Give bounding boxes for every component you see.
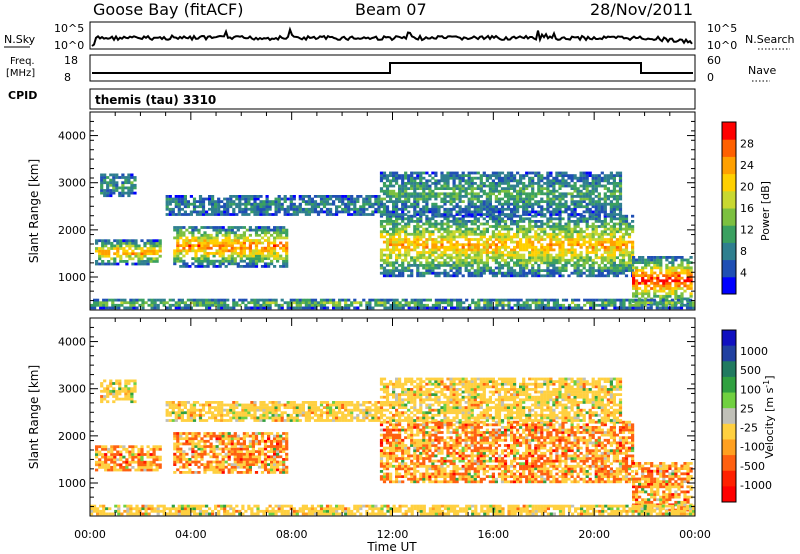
velocity-panel: 1000 2000 3000 4000 Slant Range [km] 1000 50…: [27, 317, 776, 517]
x-tick-label: 08:00: [276, 528, 308, 541]
freq-label-line2: [MHz]: [6, 68, 35, 79]
x-axis-label: Time UT: [366, 540, 417, 554]
y-tick-label: 4000: [58, 130, 86, 143]
y-tick-label: 2000: [58, 224, 86, 237]
colorbar-tick-label: -25: [740, 422, 758, 435]
x-tick-label: 12:00: [377, 528, 409, 541]
colorbar-tick-label: 500: [740, 364, 761, 377]
colorbar-tick-label: 12: [740, 224, 754, 237]
noise-left-tick-top: 10^5: [54, 22, 84, 35]
velocity-colorbar-label: Velocity [m s-1]: [762, 375, 776, 458]
freq-right-tick-top: 60: [707, 54, 721, 67]
noise-left-tick-bottom: 10^0: [54, 39, 84, 52]
colorbar-swatch: [722, 139, 736, 157]
colorbar-swatch: [722, 376, 736, 394]
colorbar-swatch: [722, 122, 736, 140]
colorbar-tick-label: -1000: [740, 479, 772, 492]
colorbar-swatch: [722, 361, 736, 378]
date-title: 28/Nov/2011: [590, 0, 693, 19]
colorbar-swatch: [722, 242, 736, 261]
colorbar-swatch: [722, 486, 736, 503]
power-heatmap: [90, 171, 696, 310]
colorbar-swatch: [722, 392, 736, 409]
colorbar-swatch: [722, 259, 736, 278]
station-title: Goose Bay (fitACF): [93, 0, 243, 19]
power-colorbar-label: Power [dB]: [759, 181, 772, 241]
colorbar-tick-label: 20: [740, 181, 754, 194]
colorbar-tick-label: 28: [740, 138, 754, 151]
colorbar-swatch: [722, 455, 736, 472]
y-tick-label: 4000: [58, 336, 86, 349]
colorbar-swatch: [722, 225, 736, 243]
colorbar-tick-label: -500: [740, 460, 765, 473]
colorbar-tick-label: 4: [740, 267, 747, 280]
colorbar-swatch: [722, 173, 736, 192]
x-tick-labels: 00:00 04:00 08:00 12:00 16:00 20:00 00:00: [74, 528, 711, 541]
freq-trace: [92, 62, 693, 74]
velocity-heatmap: [90, 377, 696, 516]
y-tick-label: 1000: [58, 271, 86, 284]
cpid-value: themis (tau) 3310: [95, 93, 216, 107]
colorbar-swatch: [722, 156, 736, 175]
colorbar-swatch: [722, 439, 736, 456]
colorbar-swatch: [722, 276, 736, 295]
colorbar-swatch: [722, 423, 736, 440]
colorbar-swatch: [722, 345, 736, 362]
colorbar-tick-label: 8: [740, 245, 747, 258]
colorbar-swatch: [722, 408, 736, 425]
colorbar-swatch: [722, 330, 736, 347]
velocity-colorbar: 1000 500 100 25 -25 -100 -500 -1000: [721, 329, 772, 503]
y-tick-label: 3000: [58, 177, 86, 190]
colorbar-swatch: [722, 208, 736, 226]
colorbar-swatch: [722, 470, 736, 487]
freq-right-tick-bottom: 0: [707, 71, 714, 84]
noise-right-label: N.Search: [745, 33, 795, 46]
power-ylabel: Slant Range [km]: [27, 159, 41, 263]
freq-left-tick-top: 18: [64, 54, 78, 67]
y-tick-label: 3000: [58, 383, 86, 396]
cpid-row: CPID themis (tau) 3310: [8, 88, 696, 110]
colorbar-tick-label: -100: [740, 441, 765, 454]
velocity-ylabel: Slant Range [km]: [27, 365, 41, 469]
x-tick-label: 20:00: [578, 528, 610, 541]
power-colorbar: 4 8 12 16 20 24 28: [721, 121, 754, 295]
x-tick-label: 00:00: [74, 528, 106, 541]
noise-panel: N.Sky 10^5 10^0 10^5 10^0 N.Search: [4, 21, 795, 52]
y-tick-label: 2000: [58, 430, 86, 443]
noise-right-tick-bottom: 10^0: [707, 39, 737, 52]
colorbar-tick-label: 16: [740, 202, 754, 215]
y-tick-label: 1000: [58, 477, 86, 490]
freq-left-tick-bottom: 8: [64, 71, 71, 84]
noise-left-label: N.Sky: [4, 33, 36, 46]
noise-right-tick-top: 10^5: [707, 22, 737, 35]
freq-label-line1: Freq.: [10, 56, 35, 67]
x-tick-label: 00:00: [679, 528, 711, 541]
cpid-label: CPID: [8, 89, 37, 102]
colorbar-swatch: [722, 190, 736, 209]
freq-panel: Freq. [MHz] 18 8 60 0 Nave: [6, 54, 776, 84]
colorbar-tick-label: 1000: [740, 345, 768, 358]
colorbar-tick-label: 100: [740, 383, 761, 396]
x-tick-label: 04:00: [175, 528, 207, 541]
colorbar-tick-label: 25: [740, 402, 754, 415]
nave-label: Nave: [748, 64, 776, 77]
noise-trace: [91, 26, 693, 47]
colorbar-tick-label: 24: [740, 159, 754, 172]
x-tick-label: 16:00: [477, 528, 509, 541]
beam-title: Beam 07: [355, 0, 427, 19]
power-panel: 1000 2000 3000 4000 Slant Range [km] 4 8 12 16…: [27, 111, 772, 311]
